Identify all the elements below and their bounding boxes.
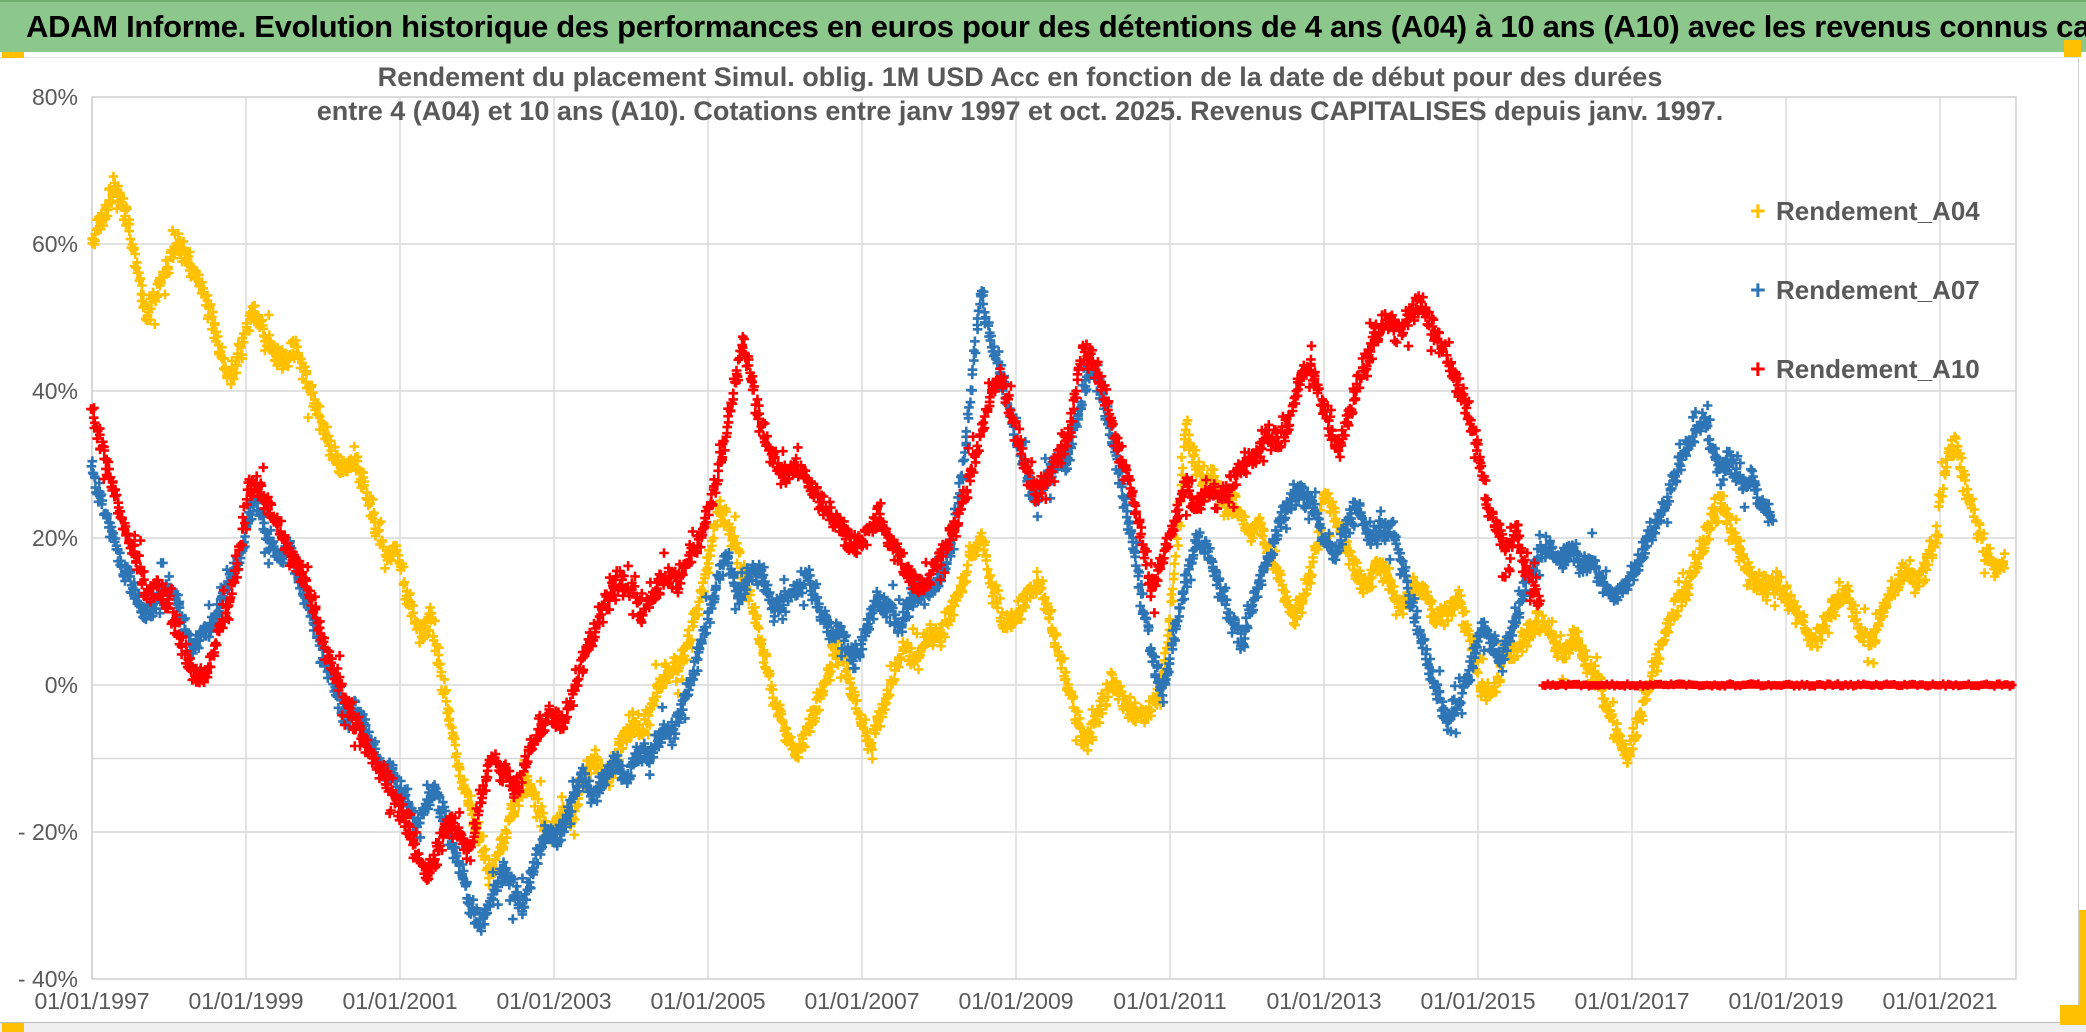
- x-axis-label: 01/01/2017: [1574, 988, 1690, 1014]
- bottom-edge-strip: [0, 1022, 2086, 1032]
- legend-item-a10[interactable]: + Rendement_A10: [1750, 353, 1980, 385]
- y-axis-label: 40%: [31, 378, 78, 404]
- legend-label: Rendement_A07: [1776, 274, 1980, 305]
- chart-title-line-1: Rendement du placement Simul. oblig. 1M …: [377, 62, 1663, 92]
- page-title: ADAM Informe. Evolution historique des p…: [26, 9, 2086, 44]
- accent-strip-right-edge: [2079, 910, 2086, 1024]
- legend-label: Rendement_A10: [1776, 353, 1980, 384]
- x-axis-label: 01/01/2005: [650, 988, 766, 1014]
- chart-title-line-2: entre 4 (A04) et 10 ans (A10). Cotations…: [316, 96, 1724, 126]
- legend-item-a04[interactable]: + Rendement_A04: [1750, 195, 1980, 227]
- y-axis-label: 60%: [31, 231, 78, 257]
- y-axis-label: - 20%: [17, 819, 78, 845]
- x-axis-label: 01/01/2003: [496, 988, 612, 1014]
- plus-marker-icon: +: [1750, 354, 1766, 384]
- y-axis-label: - 40%: [17, 966, 78, 992]
- x-axis-label: 01/01/2019: [1728, 988, 1844, 1014]
- x-axis-label: 01/01/2009: [958, 988, 1074, 1014]
- plus-marker-icon: +: [1750, 275, 1766, 305]
- x-axis-label: 01/01/2013: [1266, 988, 1382, 1014]
- chart-title: Rendement du placement Simul. oblig. 1M …: [200, 60, 1840, 128]
- accent-mark-top-right: [2064, 40, 2081, 57]
- x-axis-label: 01/01/2021: [1882, 988, 1998, 1014]
- x-axis-label: 01/01/2007: [804, 988, 920, 1014]
- plus-marker-icon: +: [1750, 196, 1766, 226]
- accent-mark-top-left: [2, 52, 24, 58]
- x-axis-label: 01/01/1997: [34, 988, 150, 1014]
- legend-label: Rendement_A04: [1776, 195, 1980, 226]
- y-axis-label: 20%: [31, 525, 78, 551]
- x-axis-label: 01/01/2015: [1420, 988, 1536, 1014]
- x-axis-label: 01/01/1999: [188, 988, 304, 1014]
- y-axis-label: 0%: [44, 672, 78, 698]
- y-axis-label: 80%: [31, 84, 78, 110]
- x-axis-label: 01/01/2011: [1113, 988, 1227, 1014]
- title-banner: ADAM Informe. Evolution historique des p…: [0, 0, 2086, 52]
- accent-mark-bottom-left: [2, 1023, 24, 1032]
- chart-legend: + Rendement_A04 + Rendement_A07 + Rendem…: [1750, 196, 1980, 433]
- x-axis-label: 01/01/2001: [342, 988, 458, 1014]
- accent-mark-bottom-right: [2060, 1005, 2086, 1025]
- legend-item-a07[interactable]: + Rendement_A07: [1750, 274, 1980, 306]
